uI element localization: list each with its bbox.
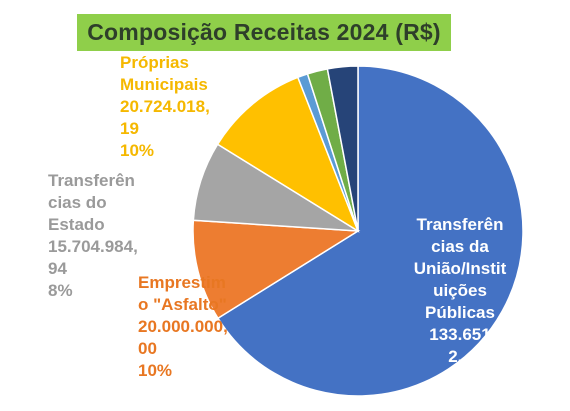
label-line: 10% — [138, 361, 173, 380]
label-line: 133.651 — [429, 325, 491, 344]
label-line: 19 — [120, 119, 139, 138]
label-line: 94 — [48, 259, 67, 278]
pie-slice-1 — [192, 219, 361, 320]
label-line: Públicas — [425, 303, 495, 322]
label-line: 15.704.984, — [48, 237, 138, 256]
label-line: 2... — [448, 347, 472, 366]
label-line: Estado — [48, 215, 105, 234]
label-transferencias-estado: Transferên cias do Estado 15.704.984, 94… — [48, 170, 138, 302]
label-line: 20.724.018, — [120, 97, 210, 116]
label-proprias-municipais: Próprias Municipais 20.724.018, 19 10% — [120, 52, 210, 162]
label-line: uições — [433, 281, 487, 300]
label-line: Emprestim — [138, 273, 226, 292]
label-line: 10% — [120, 141, 155, 160]
label-line: 8% — [48, 281, 73, 300]
label-line: cias do — [48, 193, 107, 212]
pie-slice-0 — [216, 65, 524, 397]
pie-slice-6 — [326, 65, 359, 232]
label-line: 00 — [138, 339, 157, 358]
label-line: 20.000.000, — [138, 317, 228, 336]
label-line: cias da — [431, 237, 489, 256]
label-line: Próprias — [120, 53, 189, 72]
label-line: União/Instit — [413, 259, 507, 278]
label-line: o "Asfalto" — [138, 295, 227, 314]
pie-slice-3 — [216, 76, 360, 233]
label-line: Transferên — [48, 171, 135, 190]
chart-title: Composição Receitas 2024 (R$) — [77, 14, 451, 51]
label-line: Municipais — [120, 75, 208, 94]
label-line: Transferên — [416, 215, 504, 234]
label-transferencias-uniao: Transferên cias da União/Instit uições P… — [390, 214, 530, 368]
label-emprestimo-asfalto: Emprestim o "Asfalto" 20.000.000, 00 10% — [138, 272, 228, 382]
